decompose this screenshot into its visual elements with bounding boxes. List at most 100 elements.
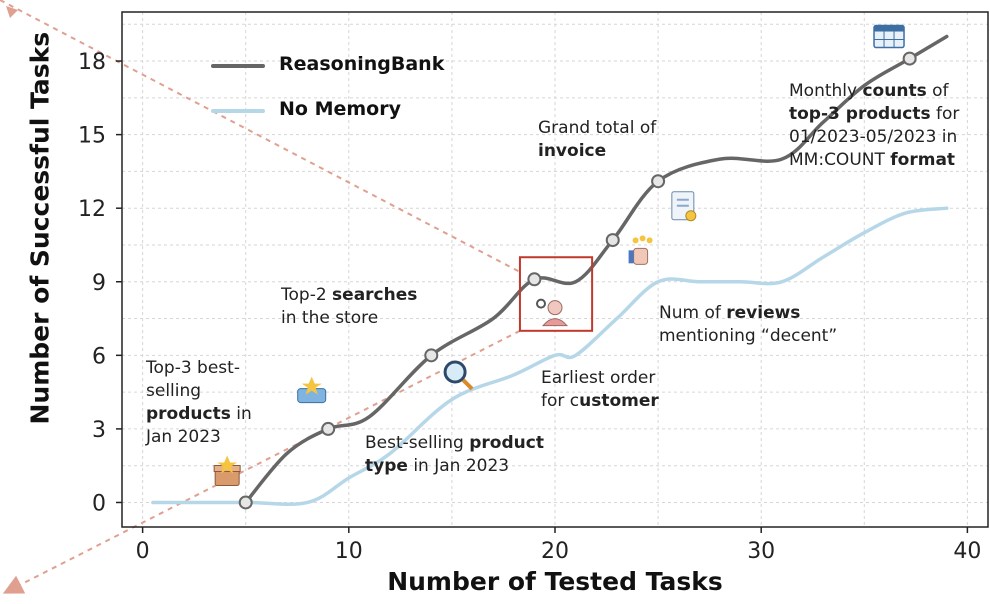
annotation-text: in (230, 404, 252, 424)
badge-star (301, 376, 322, 395)
x-axis-title: Number of Tested Tasks (387, 567, 723, 596)
x-tick-label: 30 (747, 539, 775, 564)
annotation-a2: Best-selling product type in Jan 2023 (365, 432, 544, 478)
annotation-line: in the store (281, 307, 417, 330)
annotation-line: Top-2 searches (281, 284, 417, 307)
guide-arrows (0, 0, 521, 594)
milestone-marker (424, 348, 439, 363)
rating-star-1 (632, 237, 639, 244)
annotation-text: for (930, 104, 960, 124)
annotation-text: MM:COUNT (789, 150, 891, 170)
table-grid-icon (873, 24, 905, 49)
annotation-line: type in Jan 2023 (365, 455, 544, 478)
badge-plate (297, 388, 327, 404)
annotation-keyword: products (146, 404, 231, 424)
legend-entry: No Memory (279, 98, 401, 120)
annotation-line: top-3 products for (789, 103, 959, 126)
annotation-text: Monthly (789, 81, 863, 101)
gift-star (217, 455, 238, 474)
milestone-marker (527, 272, 542, 287)
table-header (874, 25, 905, 32)
milestone-marker (605, 233, 620, 248)
annotation-line: 01/2023-05/2023 in (789, 126, 959, 149)
annotation-line: invoice (538, 140, 656, 163)
x-tick-label: 20 (541, 539, 569, 564)
brand-badge-icon (297, 376, 327, 404)
magnifier-handle (461, 378, 474, 391)
avatar-body (541, 318, 569, 327)
annotation-text: Jan 2023 (146, 427, 221, 447)
annotation-text: of (926, 81, 949, 101)
grid-lines (122, 12, 988, 527)
rating-star-2 (639, 235, 646, 242)
annotation-a6: Num of reviews mentioning “decent” (659, 302, 837, 348)
annotation-line: selling (146, 380, 252, 403)
annotation-line: products in (146, 403, 252, 426)
axis-ticks: 0 10 20 30 40 0 3 6 9 12 15 18 (78, 50, 981, 564)
milestone-marker (321, 421, 336, 436)
y-tick-label: 3 (92, 418, 106, 443)
x-tick-label: 40 (953, 539, 981, 564)
annotation-line: Num of reviews (659, 302, 837, 325)
milestone-marker (651, 174, 666, 189)
annotation-keyword: format (890, 150, 956, 170)
avatar-lens (536, 298, 546, 309)
annotation-keyword: ustomer (579, 391, 659, 411)
magnifier-lens (443, 360, 467, 384)
annotation-a3: Top-2 searches in the store (281, 284, 417, 330)
annotation-text: in Jan 2023 (407, 456, 510, 476)
thumb-hand (633, 247, 649, 265)
annotation-text: Num of (659, 303, 727, 323)
milestone-marker (902, 51, 917, 66)
y-tick-label: 15 (78, 124, 106, 149)
y-axis-title: Number of Successful Tasks (25, 31, 55, 425)
annotation-text: for c (541, 391, 580, 411)
annotation-a1: Top-3 best-selling products in Jan 2023 (146, 357, 252, 449)
annotation-line: Monthly counts of (789, 80, 959, 103)
customer-avatar-icon (536, 298, 569, 327)
annotation-line: Best-selling product (365, 432, 544, 455)
annotation-line: mentioning “decent” (659, 325, 837, 348)
annotation-text: in the store (281, 308, 379, 328)
magnifier-icon (443, 360, 474, 391)
y-tick-label: 0 (92, 491, 106, 516)
legend-entry: ReasoningBank (279, 53, 445, 75)
annotation-keyword: product (469, 433, 544, 453)
annotation-text: Grand total of (538, 118, 657, 138)
annotation-line: Top-3 best- (146, 357, 252, 380)
avatar-head (547, 300, 563, 316)
annotation-keyword: top-3 products (789, 104, 931, 124)
annotation-keyword: searches (332, 285, 418, 305)
highlight-box (518, 256, 594, 332)
milestone-marker (238, 495, 253, 510)
annotation-a7: Monthly counts of top-3 products for 01/20… (789, 80, 959, 172)
thumb-cuff (628, 250, 634, 264)
annotation-keyword: counts (862, 81, 927, 101)
legend (211, 64, 265, 113)
rating-thumbs-icon (628, 235, 653, 265)
annotation-a4: Earliest order for customer (541, 367, 659, 413)
x-tick-label: 10 (335, 539, 363, 564)
guide-arrow-upper (0, 0, 521, 273)
annotation-line: Grand total of (538, 117, 656, 140)
annotation-icons (213, 24, 905, 486)
annotation-text: Earliest order (541, 368, 656, 388)
milestone-markers (238, 51, 917, 510)
annotation-text: Top-2 (281, 285, 333, 305)
y-tick-label: 12 (78, 197, 106, 222)
annotation-line: Jan 2023 (146, 426, 252, 449)
annotation-text: 01/2023-05/2023 in (789, 127, 958, 147)
annotation-keyword: reviews (726, 303, 801, 323)
series-line-no-memory (151, 206, 949, 507)
y-tick-label: 9 (92, 271, 106, 296)
x-tick-label: 0 (136, 539, 150, 564)
invoice-seal (685, 210, 697, 222)
annotation-text: Top-3 best- (146, 358, 240, 378)
y-tick-label: 18 (78, 50, 106, 75)
annotation-text: mentioning “decent” (659, 326, 838, 346)
annotation-keyword: type (365, 456, 408, 476)
annotation-line: Earliest order (541, 367, 659, 390)
annotation-a5: Grand total of invoice (538, 117, 656, 163)
annotation-text: Best-selling (365, 433, 470, 453)
